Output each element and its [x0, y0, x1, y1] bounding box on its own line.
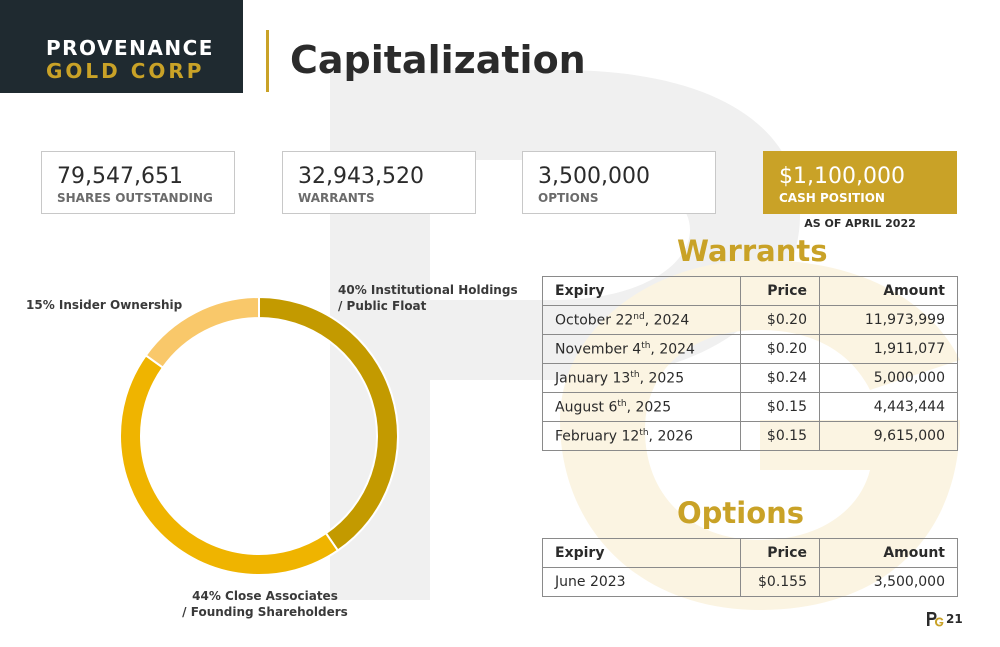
- brand-name-line1: PROVENANCE: [46, 36, 214, 60]
- as-of-date: AS OF APRIL 2022: [804, 217, 916, 230]
- stat-card-cash-position: $1,100,000 CASH POSITION: [763, 151, 957, 214]
- expiry-cell: June 2023: [542, 567, 741, 597]
- slice-label-line: 40% Institutional Holdings: [338, 283, 518, 297]
- expiry-cell: November 4th, 2024: [542, 334, 741, 364]
- amount-cell: 1,911,077: [819, 334, 958, 364]
- slice-label-insider: 15% Insider Ownership: [26, 297, 182, 313]
- stat-label: WARRANTS: [298, 191, 375, 205]
- stat-label: SHARES OUTSTANDING: [57, 191, 213, 205]
- donut-slice-institutional: [258, 295, 399, 552]
- warrants-table: Expiry Price Amount October 22nd, 2024 $…: [542, 276, 958, 451]
- table-row: November 4th, 2024 $0.20 1,911,077: [542, 334, 958, 364]
- donut-slice-insider: [144, 295, 260, 369]
- table-header-row: Expiry Price Amount: [542, 276, 958, 306]
- title-divider: [266, 30, 269, 92]
- table-row: October 22nd, 2024 $0.20 11,973,999: [542, 305, 958, 335]
- stat-value: 3,500,000: [538, 164, 650, 189]
- table-header-row: Expiry Price Amount: [542, 538, 958, 568]
- footer-monogram-icon: [927, 612, 944, 627]
- slice-label-line: / Public Float: [338, 299, 427, 313]
- expiry-cell: February 12th, 2026: [542, 421, 741, 451]
- price-cell: $0.20: [740, 305, 820, 335]
- stat-value: 32,943,520: [298, 164, 424, 189]
- price-cell: $0.15: [740, 392, 820, 422]
- stat-card-options: 3,500,000 OPTIONS: [522, 151, 716, 214]
- page-number: 21: [946, 612, 963, 626]
- amount-cell: 9,615,000: [819, 421, 958, 451]
- stat-label: OPTIONS: [538, 191, 599, 205]
- amount-cell: 11,973,999: [819, 305, 958, 335]
- options-title: Options: [677, 496, 805, 530]
- slice-label-close-associates: 44% Close Associates / Founding Sharehol…: [155, 588, 375, 620]
- options-table: Expiry Price Amount June 2023 $0.155 3,5…: [542, 538, 958, 597]
- amount-cell: 3,500,000: [819, 567, 958, 597]
- slice-label-line: / Founding Shareholders: [182, 605, 348, 619]
- slice-label-institutional: 40% Institutional Holdings / Public Floa…: [338, 282, 518, 314]
- table-row: August 6th, 2025 $0.15 4,443,444: [542, 392, 958, 422]
- brand-logo: PROVENANCE GOLD CORP: [0, 0, 243, 93]
- stat-value: 79,547,651: [57, 164, 183, 189]
- donut-slice-close-associates: [119, 353, 340, 576]
- page-title: Capitalization: [290, 38, 586, 82]
- amount-cell: 4,443,444: [819, 392, 958, 422]
- expiry-cell: January 13th, 2025: [542, 363, 741, 393]
- slice-label-line: 15% Insider Ownership: [26, 298, 183, 312]
- stat-card-warrants: 32,943,520 WARRANTS: [282, 151, 476, 214]
- table-row: June 2023 $0.155 3,500,000: [542, 567, 958, 597]
- stat-card-shares-outstanding: 79,547,651 SHARES OUTSTANDING: [41, 151, 235, 214]
- warrants-title: Warrants: [677, 234, 828, 268]
- column-header-expiry: Expiry: [542, 276, 741, 306]
- expiry-cell: August 6th, 2025: [542, 392, 741, 422]
- price-cell: $0.24: [740, 363, 820, 393]
- column-header-amount: Amount: [819, 538, 958, 568]
- expiry-cell: October 22nd, 2024: [542, 305, 741, 335]
- table-row: February 12th, 2026 $0.15 9,615,000: [542, 421, 958, 451]
- slice-label-line: 44% Close Associates: [192, 589, 338, 603]
- column-header-amount: Amount: [819, 276, 958, 306]
- amount-cell: 5,000,000: [819, 363, 958, 393]
- price-cell: $0.155: [740, 567, 820, 597]
- table-row: January 13th, 2025 $0.24 5,000,000: [542, 363, 958, 393]
- brand-name-line2: GOLD CORP: [46, 59, 205, 83]
- stat-value: $1,100,000: [779, 164, 905, 189]
- column-header-expiry: Expiry: [542, 538, 741, 568]
- column-header-price: Price: [740, 538, 820, 568]
- price-cell: $0.20: [740, 334, 820, 364]
- price-cell: $0.15: [740, 421, 820, 451]
- stat-label: CASH POSITION: [779, 191, 885, 205]
- column-header-price: Price: [740, 276, 820, 306]
